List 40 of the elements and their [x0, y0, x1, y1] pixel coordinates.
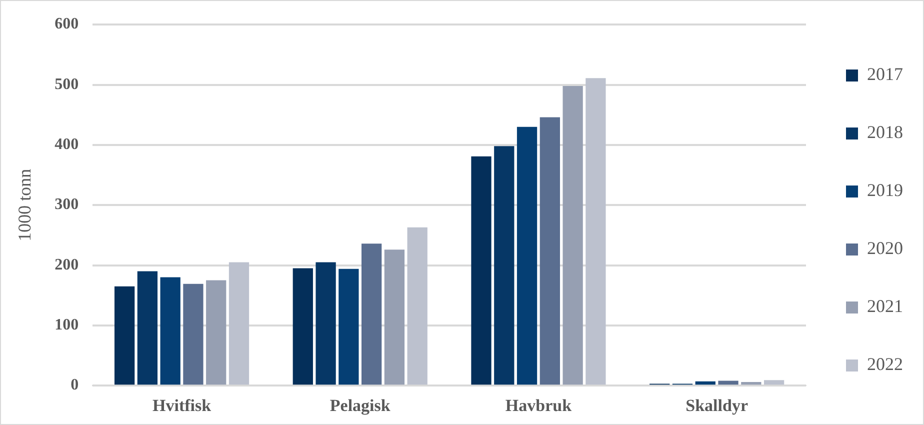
bar [494, 146, 514, 385]
y-tick-label: 0 [70, 376, 79, 394]
legend-label: 2020 [867, 238, 903, 258]
y-axis-title: 1000 tonn [14, 168, 35, 242]
bar [586, 78, 606, 385]
x-tick-label: Skalldyr [686, 396, 748, 416]
bar [316, 262, 336, 385]
legend-label: 2018 [867, 122, 903, 142]
y-tick-label: 300 [54, 196, 79, 214]
bar [540, 117, 560, 385]
y-tick-label: 600 [54, 16, 79, 33]
bar [471, 156, 492, 385]
bar [292, 268, 313, 385]
legend-label: 2017 [867, 64, 903, 84]
bar [206, 280, 226, 385]
bar [741, 382, 762, 385]
y-tick-label: 200 [54, 256, 79, 274]
x-tick-label: Hvitfisk [152, 396, 212, 416]
bar [764, 380, 784, 385]
legend-label: 2022 [867, 354, 903, 374]
legend-label: 2019 [867, 180, 903, 200]
legend-label: 2021 [867, 296, 903, 316]
bar [562, 86, 583, 385]
bar [718, 380, 738, 385]
bar [183, 284, 204, 385]
y-tick-label: 400 [54, 136, 79, 154]
bar [114, 286, 135, 385]
bar [384, 250, 405, 385]
bar [362, 244, 382, 385]
bar [695, 381, 716, 385]
x-tick-label: Pelagisk [330, 396, 391, 416]
bar [160, 277, 180, 385]
bar [516, 126, 538, 385]
y-tick-label: 500 [54, 76, 79, 93]
y-tick-label: 100 [54, 316, 79, 334]
bar [338, 268, 359, 385]
bar [407, 227, 428, 385]
bar [137, 271, 158, 385]
bar [228, 262, 250, 385]
x-tick-label: Havbruk [505, 396, 572, 416]
